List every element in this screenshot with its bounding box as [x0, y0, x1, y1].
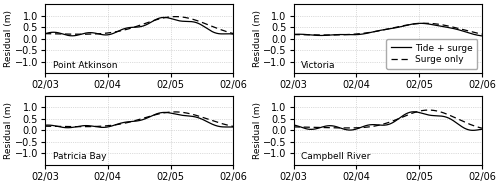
- Text: Patricia Bay: Patricia Bay: [52, 153, 106, 161]
- Y-axis label: Residual (m): Residual (m): [4, 102, 13, 159]
- Legend: Tide + surge, Surge only: Tide + surge, Surge only: [386, 39, 478, 69]
- Y-axis label: Residual (m): Residual (m): [253, 102, 262, 159]
- Text: Victoria: Victoria: [301, 61, 336, 70]
- Text: Point Atkinson: Point Atkinson: [52, 61, 117, 70]
- Text: Campbell River: Campbell River: [301, 153, 370, 161]
- Y-axis label: Residual (m): Residual (m): [4, 10, 13, 67]
- Y-axis label: Residual (m): Residual (m): [253, 10, 262, 67]
